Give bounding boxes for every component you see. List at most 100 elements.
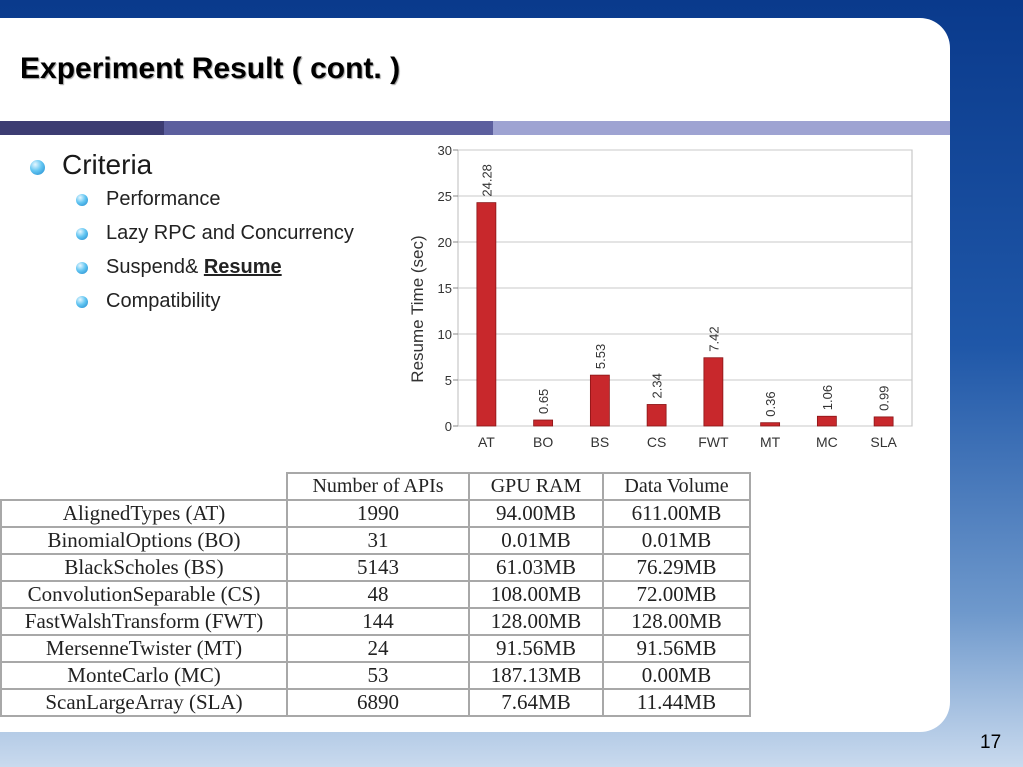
table-row: BinomialOptions (BO) 31 0.01MB 0.01MB xyxy=(0,526,751,555)
row-data-volume: 0.00MB xyxy=(602,661,751,690)
bullet-list: Criteria Performance Lazy RPC and Concur… xyxy=(30,148,354,322)
y-tick-label: 15 xyxy=(438,281,452,296)
page-number: 17 xyxy=(980,732,1002,753)
row-data-volume: 128.00MB xyxy=(602,607,751,636)
bullet-dot-icon xyxy=(76,296,88,308)
y-tick-label: 30 xyxy=(438,143,452,158)
sub-bullet-performance: Performance xyxy=(30,186,354,220)
table-row: ScanLargeArray (SLA) 6890 7.64MB 11.44MB xyxy=(0,688,751,717)
table-row: AlignedTypes (AT) 1990 94.00MB 611.00MB xyxy=(0,499,751,528)
table-row: MersenneTwister (MT) 24 91.56MB 91.56MB xyxy=(0,634,751,663)
x-tick-label: MC xyxy=(816,434,838,450)
table-row: BlackScholes (BS) 5143 61.03MB 76.29MB xyxy=(0,553,751,582)
sub-bullet-text: Compatibility xyxy=(106,290,221,312)
bar xyxy=(533,419,554,427)
row-name: BlackScholes (BS) xyxy=(0,553,288,582)
data-label: 24.28 xyxy=(479,164,494,197)
data-label: 7.42 xyxy=(706,326,721,351)
column-header-apis: Number of APIs xyxy=(286,472,470,501)
row-data-volume: 611.00MB xyxy=(602,499,751,528)
row-gpu-ram: 108.00MB xyxy=(468,580,604,609)
sub-bullet-text: Suspend& xyxy=(106,256,204,278)
row-apis: 5143 xyxy=(286,553,470,582)
row-gpu-ram: 128.00MB xyxy=(468,607,604,636)
row-name: MonteCarlo (MC) xyxy=(0,661,288,690)
y-tick-label: 5 xyxy=(445,373,452,388)
chart-labels: 0 5 10 15 20 25 30 AT 24.28 BO 0.65 BS 5.53 CS 2.34 FWT… xyxy=(438,143,898,450)
row-apis: 1990 xyxy=(286,499,470,528)
row-name: FastWalshTransform (FWT) xyxy=(0,607,288,636)
bar xyxy=(703,357,724,427)
sub-bullet-lazy-rpc: Lazy RPC and Concurrency xyxy=(30,220,354,254)
table-row: MonteCarlo (MC) 53 187.13MB 0.00MB xyxy=(0,661,751,690)
data-label: 2.34 xyxy=(650,373,665,398)
row-gpu-ram: 94.00MB xyxy=(468,499,604,528)
row-gpu-ram: 61.03MB xyxy=(468,553,604,582)
row-gpu-ram: 91.56MB xyxy=(468,634,604,663)
divider-segment-dark xyxy=(0,121,164,135)
bar xyxy=(760,422,781,427)
table-row: ConvolutionSeparable (CS) 48 108.00MB 72… xyxy=(0,580,751,609)
sub-bullet-text: Performance xyxy=(106,188,221,210)
row-data-volume: 0.01MB xyxy=(602,526,751,555)
column-header-gpu-ram: GPU RAM xyxy=(468,472,604,501)
row-gpu-ram: 187.13MB xyxy=(468,661,604,690)
data-label: 1.06 xyxy=(820,385,835,410)
sub-bullet-suspend-resume: Suspend& Resume xyxy=(30,254,354,288)
data-label: 5.53 xyxy=(593,344,608,369)
row-data-volume: 91.56MB xyxy=(602,634,751,663)
divider-segment-mid xyxy=(164,121,493,135)
table-corner-cell xyxy=(1,473,288,501)
divider-segment-light xyxy=(493,121,950,135)
bullet-dot-icon xyxy=(76,194,88,206)
row-name: BinomialOptions (BO) xyxy=(0,526,288,555)
row-apis: 24 xyxy=(286,634,470,663)
row-apis: 144 xyxy=(286,607,470,636)
row-name: ConvolutionSeparable (CS) xyxy=(0,580,288,609)
sub-bullet-text: Lazy RPC and Concurrency xyxy=(106,222,354,244)
bar xyxy=(646,404,667,427)
benchmark-table: Number of APIs GPU RAM Data Volume Align… xyxy=(0,472,751,717)
table-header-row: Number of APIs GPU RAM Data Volume xyxy=(1,472,751,501)
row-apis: 53 xyxy=(286,661,470,690)
slide-title: Experiment Result ( cont. ) xyxy=(20,52,401,85)
row-apis: 31 xyxy=(286,526,470,555)
row-name: ScanLargeArray (SLA) xyxy=(0,688,288,717)
x-tick-label: MT xyxy=(760,434,781,450)
row-name: AlignedTypes (AT) xyxy=(0,499,288,528)
row-data-volume: 76.29MB xyxy=(602,553,751,582)
x-tick-label: SLA xyxy=(870,434,897,450)
bar xyxy=(476,202,497,427)
data-label: 0.99 xyxy=(877,386,892,411)
row-apis: 6890 xyxy=(286,688,470,717)
sub-bullet-compatibility: Compatibility xyxy=(30,288,354,322)
data-label: 0.36 xyxy=(763,391,778,416)
y-axis-label: Resume Time (sec) xyxy=(408,235,427,382)
x-tick-label: AT xyxy=(478,434,495,450)
x-tick-label: FWT xyxy=(698,434,729,450)
row-gpu-ram: 7.64MB xyxy=(468,688,604,717)
resume-emphasis: Resume xyxy=(203,256,282,278)
y-tick-label: 25 xyxy=(438,189,452,204)
row-name: MersenneTwister (MT) xyxy=(0,634,288,663)
row-apis: 48 xyxy=(286,580,470,609)
table-row: FastWalshTransform (FWT) 144 128.00MB 12… xyxy=(0,607,751,636)
bullet-dot-icon xyxy=(76,228,88,240)
row-data-volume: 72.00MB xyxy=(602,580,751,609)
data-label: 0.65 xyxy=(536,389,551,414)
bullet-criteria: Criteria xyxy=(30,148,354,186)
resume-time-chart: 0 5 10 15 20 25 30 AT 24.28 BO 0.65 BS 5.53 CS 2.34 FWT… xyxy=(408,143,913,450)
chart-bars xyxy=(476,202,894,427)
bar xyxy=(816,415,837,427)
bullet-dot-icon xyxy=(30,160,45,175)
x-tick-label: CS xyxy=(647,434,666,450)
column-header-data-volume: Data Volume xyxy=(602,472,751,501)
row-data-volume: 11.44MB xyxy=(602,688,751,717)
x-tick-label: BS xyxy=(591,434,610,450)
y-tick-label: 20 xyxy=(438,235,452,250)
y-tick-label: 10 xyxy=(438,327,452,342)
title-divider xyxy=(0,121,950,135)
y-tick-label: 0 xyxy=(445,419,452,434)
bar xyxy=(873,416,894,427)
chart-grid xyxy=(453,149,913,427)
